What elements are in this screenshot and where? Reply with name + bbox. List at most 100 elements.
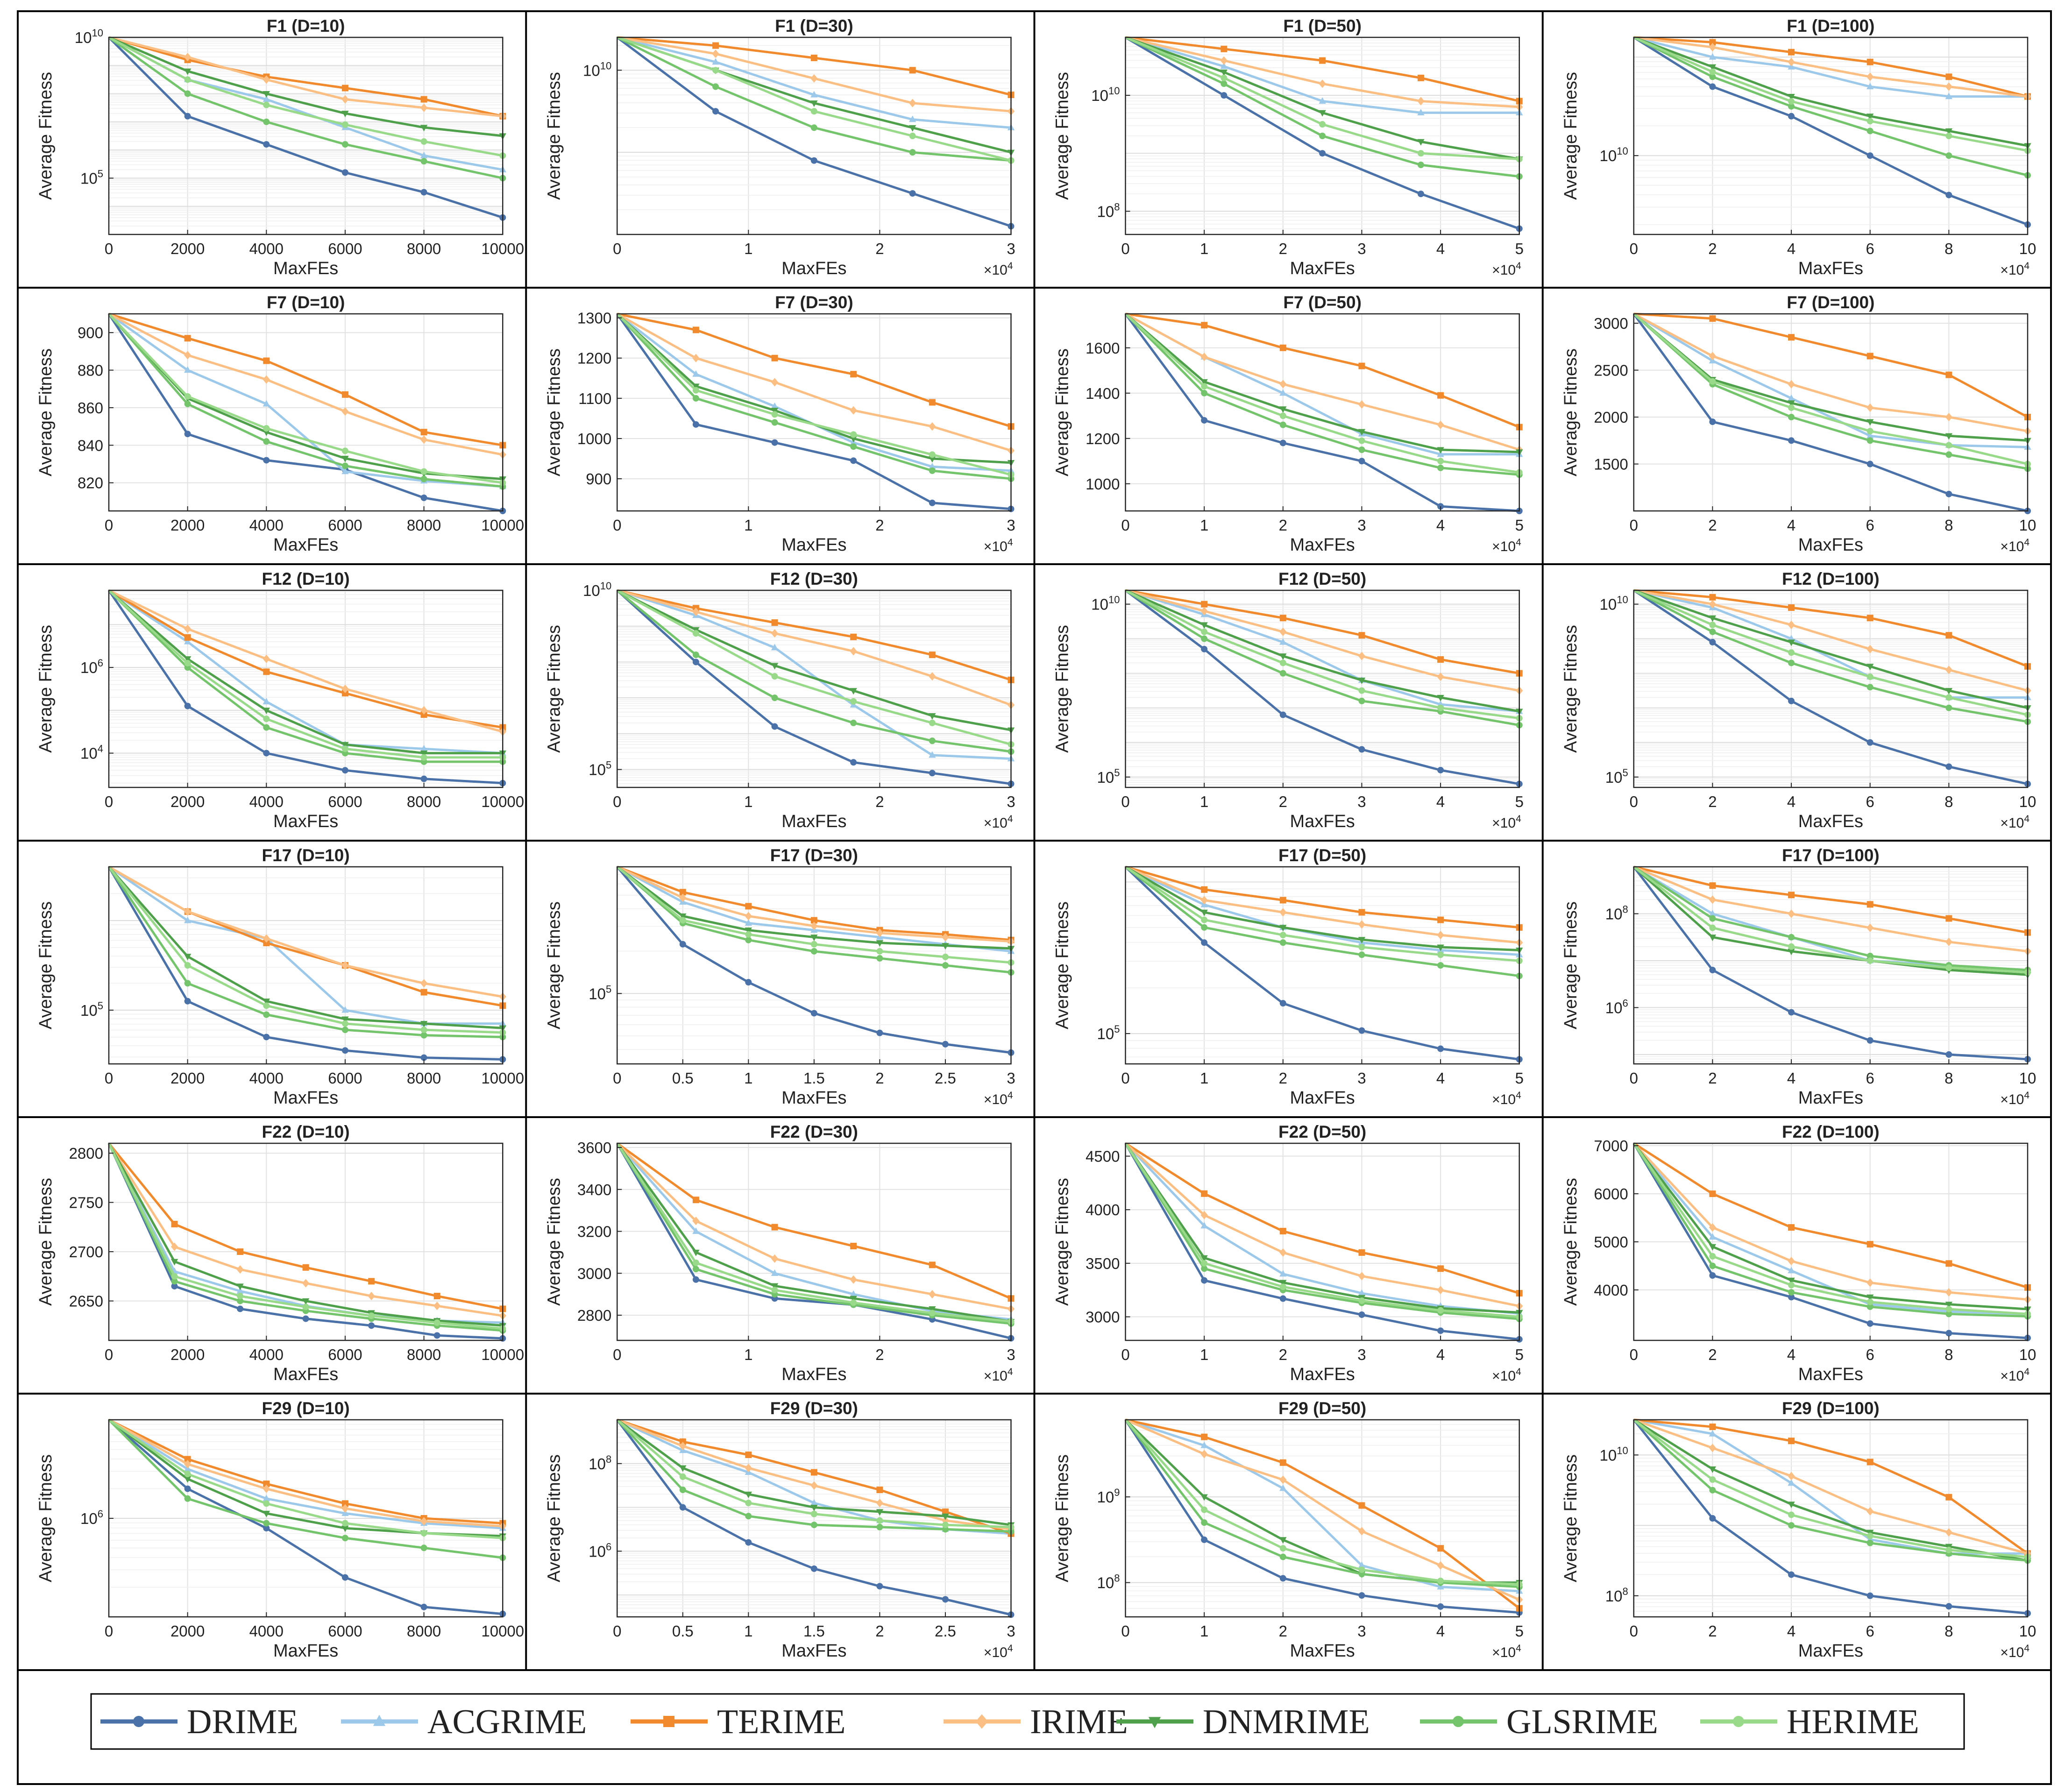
- legend-label: TERIME: [717, 1703, 845, 1741]
- data-point: [929, 499, 936, 506]
- plot-area: [617, 314, 1011, 511]
- series-line-drime: [108, 36, 504, 219]
- data-point: [1945, 1330, 1952, 1337]
- y-tick-label: 5000: [1594, 1233, 1628, 1251]
- y-axis-label: Average Fitness: [1053, 1178, 1072, 1306]
- data-point: [368, 1322, 375, 1329]
- x-tick-label: 5: [1515, 517, 1524, 534]
- data-point: [341, 1047, 348, 1054]
- y-tick-label: 2800: [577, 1307, 611, 1324]
- x-tick-label: 3: [1357, 793, 1366, 810]
- series-line-terime: [617, 312, 1012, 428]
- series-line-glsrime: [616, 589, 1011, 753]
- series-line-glsrime: [108, 313, 503, 488]
- data-point: [1201, 1433, 1208, 1440]
- data-point: [263, 750, 270, 757]
- data-point: [771, 419, 778, 426]
- subplot-title: F1 (D=30): [775, 16, 853, 35]
- data-point: [171, 1282, 178, 1289]
- data-point: [1279, 1545, 1286, 1552]
- subplot: 0 1 2 3 4 5 108 1010 ×104 F1 (D=50) MaxFEs Average …: [1053, 16, 1524, 278]
- y-tick-label: 4000: [1086, 1201, 1120, 1218]
- data-point: [184, 954, 192, 961]
- data-point: [810, 1510, 817, 1517]
- data-point: [1866, 1320, 1873, 1327]
- data-point: [1866, 403, 1874, 412]
- data-point: [184, 1456, 191, 1463]
- legend-entry-acgrime: ACGRIME: [341, 1703, 587, 1741]
- x-tick-label: 1: [1200, 1622, 1208, 1640]
- x-multiplier: ×104: [1492, 1090, 1521, 1107]
- data-point: [942, 1508, 949, 1515]
- series-line-drime: [108, 1419, 503, 1615]
- data-point: [929, 1261, 936, 1268]
- data-point: [420, 1544, 427, 1551]
- data-point: [1358, 1527, 1366, 1536]
- data-point: [810, 948, 817, 955]
- data-point: [929, 672, 936, 681]
- data-point: [420, 745, 428, 752]
- series-line-terime: [1125, 865, 1520, 929]
- series-line-drime: [616, 589, 1011, 785]
- series-line-dnmrime: [1124, 313, 1519, 453]
- data-point: [341, 391, 348, 398]
- series-line-drime: [1633, 589, 2028, 786]
- data-point: [341, 1509, 349, 1516]
- x-tick-label: 1: [744, 1346, 752, 1363]
- legend-marker: [1148, 1717, 1161, 1728]
- x-axis-label: MaxFEs: [1798, 812, 1863, 831]
- y-axis-label: Average Fitness: [544, 348, 564, 476]
- series-line-terime: [1125, 312, 1520, 428]
- data-point: [1945, 1288, 1953, 1297]
- data-point: [420, 103, 428, 112]
- series-line-drime: [107, 589, 503, 785]
- data-point: [1417, 139, 1425, 146]
- data-point: [771, 673, 778, 680]
- data-point: [929, 770, 936, 777]
- data-point: [745, 919, 752, 926]
- series-line-drime: [1124, 1142, 1520, 1341]
- data-point: [771, 1254, 779, 1263]
- series-line-terime: [1633, 1418, 2029, 1555]
- series-line-acgrime: [617, 589, 1011, 760]
- data-point: [679, 1504, 686, 1511]
- x-tick-label: 4: [1787, 1346, 1795, 1363]
- data-point: [1788, 63, 1795, 70]
- data-point: [1220, 62, 1228, 69]
- legend-marker: [1733, 1716, 1744, 1727]
- data-point: [1437, 1265, 1444, 1272]
- data-point: [1945, 632, 1952, 639]
- subplot-title: F7 (D=10): [267, 293, 345, 312]
- data-point: [1358, 1289, 1366, 1296]
- subplot: 0 1 2 3 900 1000 1100 1200 1300 ×104 F7 (D=30) MaxF…: [544, 293, 1015, 555]
- subplot-title: F22 (D=100): [1782, 1122, 1880, 1141]
- series-line-herime: [617, 589, 1012, 746]
- y-tick-label: 4500: [1086, 1148, 1120, 1165]
- data-point: [810, 1499, 818, 1506]
- data-point: [1358, 697, 1365, 704]
- data-point: [1437, 464, 1444, 471]
- x-tick-label: 1: [744, 793, 752, 810]
- data-point: [1279, 380, 1287, 389]
- data-point: [1201, 628, 1208, 635]
- data-point: [420, 706, 428, 715]
- x-tick-label: 6: [1866, 1622, 1874, 1640]
- series-line-glsrime: [107, 866, 503, 1038]
- x-tick-label: 2: [1279, 517, 1287, 534]
- data-point: [1201, 1506, 1208, 1513]
- x-axis-label: MaxFEs: [1798, 535, 1863, 555]
- subplot: 0 2000 4000 6000 8000 10000 106 F29 (D=10) MaxFE…: [36, 1399, 524, 1661]
- data-point: [1201, 322, 1208, 329]
- subplot-title: F1 (D=50): [1283, 16, 1362, 35]
- data-point: [712, 58, 719, 65]
- data-point: [745, 912, 752, 921]
- data-point: [1709, 1424, 1716, 1431]
- y-axis-label: Average Fitness: [1053, 901, 1072, 1029]
- y-axis-label: Average Fitness: [1561, 348, 1581, 476]
- series-line-irime: [108, 312, 503, 456]
- data-point: [1866, 1294, 1874, 1301]
- data-point: [850, 431, 857, 438]
- legend-label: ACGRIME: [427, 1703, 587, 1741]
- data-point: [929, 713, 936, 720]
- y-tick-label: 1010: [1091, 594, 1120, 613]
